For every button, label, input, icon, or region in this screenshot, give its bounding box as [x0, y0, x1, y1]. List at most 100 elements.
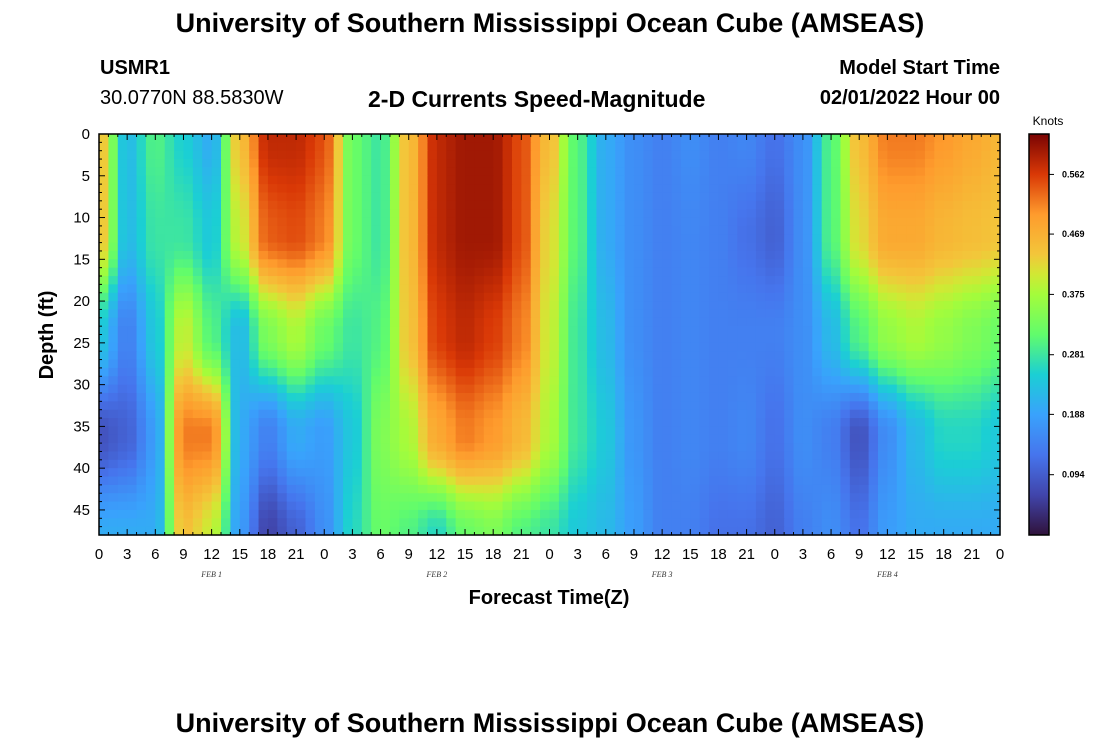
heatmap-cell	[793, 434, 804, 444]
heatmap-cell	[587, 317, 598, 327]
heatmap-cell	[690, 209, 701, 219]
heatmap-cell	[465, 468, 476, 478]
heatmap-cell	[530, 284, 541, 294]
heatmap-cell	[455, 326, 466, 336]
heatmap-cell	[108, 509, 119, 519]
heatmap-cell	[596, 175, 607, 185]
heatmap-cell	[868, 276, 879, 285]
heatmap-cell	[399, 426, 410, 436]
heatmap-cell	[587, 334, 598, 344]
heatmap-cell	[286, 359, 297, 369]
heatmap-cell	[183, 367, 194, 377]
heatmap-cell	[568, 234, 579, 244]
heatmap-cell	[258, 276, 269, 285]
heatmap-cell	[652, 459, 663, 469]
heatmap-cell	[511, 484, 522, 494]
heatmap-cell	[727, 351, 738, 361]
heatmap-cell	[127, 501, 138, 511]
heatmap-cell	[877, 250, 888, 260]
heatmap-cell	[868, 184, 879, 194]
heatmap-cell	[746, 526, 757, 536]
heatmap-cell	[943, 167, 954, 177]
heatmap-cell	[896, 142, 907, 152]
heatmap-cell	[990, 334, 1001, 344]
heatmap-cell	[540, 242, 551, 252]
heatmap-cell	[633, 443, 644, 453]
heatmap-cell	[427, 468, 438, 478]
heatmap-cell	[145, 217, 156, 227]
heatmap-cell	[793, 476, 804, 486]
heatmap-cell	[99, 468, 109, 478]
heatmap-cell	[568, 334, 579, 344]
heatmap-cell	[906, 451, 917, 461]
heatmap-cell	[474, 184, 485, 194]
heatmap-cell	[258, 509, 269, 519]
heatmap-cell	[305, 518, 316, 528]
heatmap-cell	[915, 484, 926, 494]
heatmap-cell	[887, 509, 898, 519]
heatmap-cell	[896, 175, 907, 185]
heatmap-cell	[896, 159, 907, 169]
x-tick-label: 9	[630, 546, 638, 563]
heatmap-cell	[117, 134, 128, 143]
heatmap-cell	[887, 225, 898, 235]
heatmap-cell	[812, 267, 823, 277]
heatmap-cell	[427, 159, 438, 169]
heatmap-cell	[136, 217, 147, 227]
heatmap-cell	[540, 443, 551, 453]
heatmap-cell	[399, 468, 410, 478]
heatmap-cell	[643, 217, 654, 227]
heatmap-cell	[831, 476, 842, 486]
heatmap-cell	[746, 292, 757, 302]
heatmap-cell	[953, 284, 964, 294]
heatmap-cell	[408, 259, 419, 269]
heatmap-cell	[633, 501, 644, 511]
heatmap-cell	[108, 317, 119, 327]
heatmap-cell	[812, 351, 823, 361]
heatmap-cell	[699, 359, 710, 369]
heatmap-cell	[643, 426, 654, 436]
heatmap-cell	[643, 267, 654, 277]
heatmap-cell	[202, 392, 213, 402]
heatmap-cell	[633, 526, 644, 536]
heatmap-cell	[605, 309, 616, 319]
heatmap-cell	[896, 276, 907, 285]
heatmap-cell	[868, 409, 879, 419]
heatmap-cell	[230, 418, 241, 427]
heatmap-cell	[605, 317, 616, 327]
heatmap-cell	[774, 250, 785, 260]
heatmap-cell	[343, 418, 354, 427]
heatmap-cell	[296, 142, 307, 152]
heatmap-cell	[727, 376, 738, 386]
heatmap-cell	[483, 184, 494, 194]
heatmap-cell	[530, 317, 541, 327]
heatmap-cell	[652, 167, 663, 177]
x-tick-label: 21	[964, 546, 981, 563]
heatmap-cell	[840, 134, 851, 143]
heatmap-cell	[662, 309, 673, 319]
heatmap-cell	[680, 468, 691, 478]
heatmap-cell	[399, 301, 410, 311]
heatmap-cell	[474, 409, 485, 419]
heatmap-cell	[399, 184, 410, 194]
heatmap-cell	[671, 434, 682, 444]
heatmap-cell	[249, 267, 260, 277]
heatmap-cell	[924, 359, 935, 369]
heatmap-cell	[990, 459, 1001, 469]
heatmap-cell	[211, 142, 222, 152]
heatmap-cell	[840, 376, 851, 386]
heatmap-cell	[286, 292, 297, 302]
heatmap-cell	[802, 493, 813, 503]
heatmap-cell	[408, 242, 419, 252]
heatmap-cell	[465, 217, 476, 227]
heatmap-cell	[436, 443, 447, 453]
heatmap-cell	[521, 225, 532, 235]
y-tick-label: 5	[82, 168, 90, 185]
heatmap-cell	[971, 509, 982, 519]
heatmap-cell	[127, 259, 138, 269]
heatmap-cell	[755, 184, 766, 194]
heatmap-cell	[896, 476, 907, 486]
heatmap-cell	[849, 334, 860, 344]
heatmap-cell	[511, 451, 522, 461]
